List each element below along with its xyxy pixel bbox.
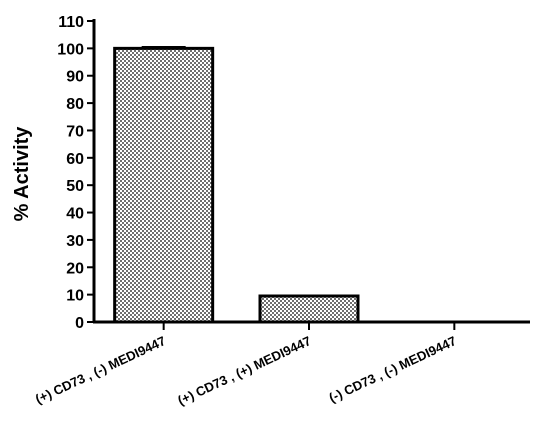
y-tick-label: 80 <box>66 96 84 113</box>
x-axis: (+) CD73 , (-) MEDI9447 (+) CD73 , (+) ME… <box>33 320 530 408</box>
x-tick-label: (+) CD73 , (+) MEDI9447 <box>175 333 313 408</box>
y-tick-label: 40 <box>66 206 84 223</box>
y-axis-title: % Activity <box>11 126 33 222</box>
y-axis: 0 10 20 30 40 50 60 70 80 90 100 110 <box>57 14 96 332</box>
y-tick-label: 70 <box>66 123 84 140</box>
y-tick-label: 20 <box>66 260 84 277</box>
y-tick-label: 110 <box>58 14 84 31</box>
x-tick-label: (-) CD73 , (-) MEDI9447 <box>327 333 459 405</box>
y-tick-label: 30 <box>66 233 84 250</box>
y-tick-label: 50 <box>66 178 84 195</box>
y-tick-label: 10 <box>66 288 84 305</box>
y-tick-label: 60 <box>66 151 84 168</box>
bar <box>113 46 215 324</box>
bars-layer <box>113 45 360 324</box>
x-tick-label: (+) CD73 , (-) MEDI9447 <box>33 333 168 407</box>
bar <box>258 294 360 324</box>
y-tick-label: 90 <box>66 69 84 86</box>
y-tick-label: 0 <box>75 315 84 332</box>
y-tick-label: 100 <box>57 41 84 58</box>
